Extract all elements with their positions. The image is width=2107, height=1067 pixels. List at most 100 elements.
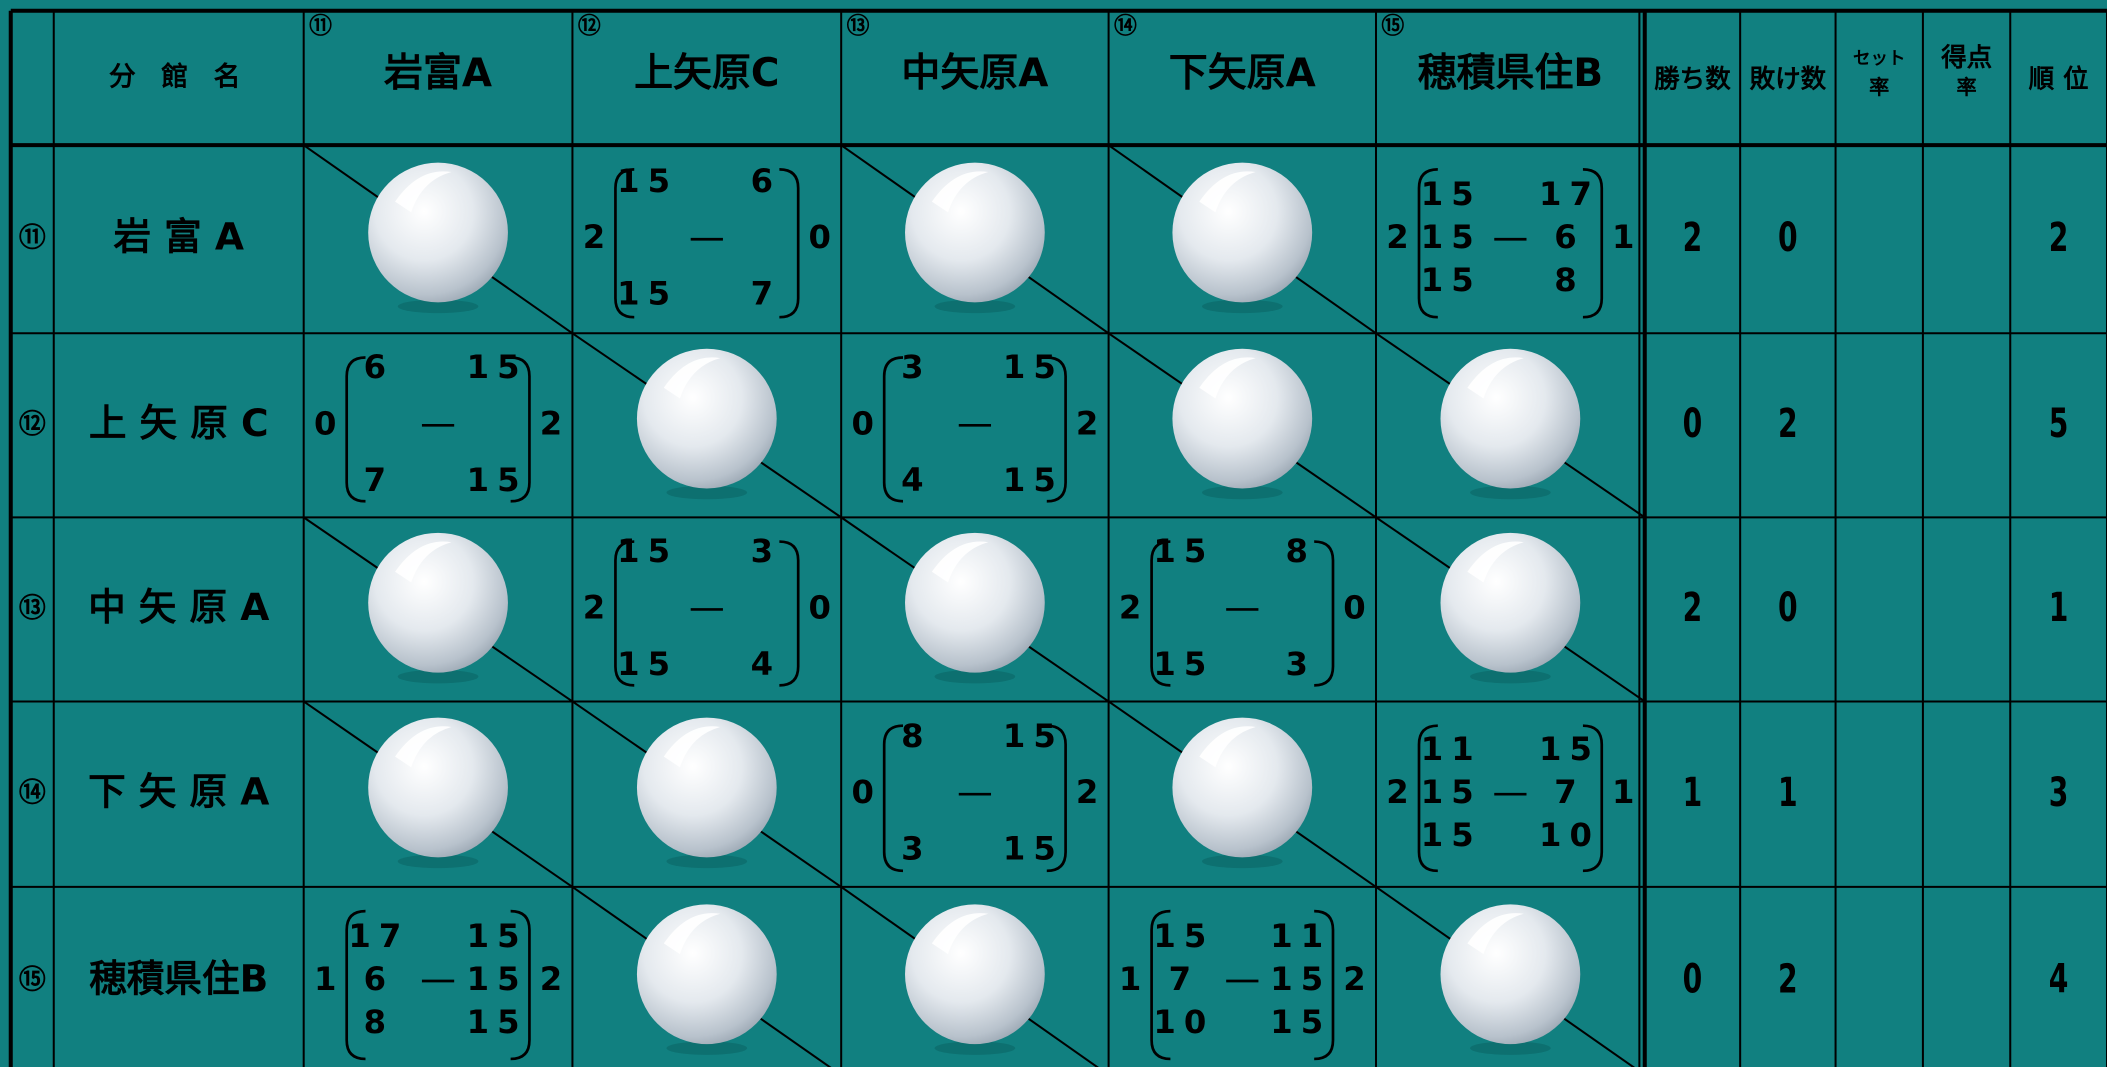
- ball: [1172, 348, 1313, 489]
- score-right: 15: [1270, 1003, 1331, 1041]
- stat-header: 率: [1869, 75, 1889, 99]
- ball-shadow: [1201, 854, 1283, 869]
- ball: [1440, 532, 1581, 673]
- bracket: [510, 909, 531, 1061]
- stat-header: 率: [1957, 75, 1977, 99]
- score-right: 7: [1554, 773, 1585, 811]
- sets-left: 2: [1386, 218, 1408, 256]
- ball-shadow: [1201, 485, 1283, 500]
- row-name: 中 矢 原 A: [88, 585, 269, 629]
- score-right: 10: [1539, 816, 1600, 854]
- stat-value: 0: [1683, 957, 1703, 1003]
- bracket: [779, 168, 800, 319]
- ball-shadow: [397, 299, 479, 314]
- ball-highlight: [1199, 726, 1256, 768]
- team-number: ⑬: [847, 12, 870, 39]
- score-right: 15: [467, 917, 528, 955]
- score-right: 6: [751, 162, 782, 200]
- stat-header: 得点: [1940, 43, 1992, 73]
- ball: [636, 348, 777, 489]
- bracket: [1582, 168, 1604, 319]
- ball-shadow: [1470, 1041, 1551, 1055]
- ball-highlight: [1467, 541, 1524, 583]
- stat-header: 勝ち数: [1654, 65, 1731, 95]
- score-right: 15: [1539, 730, 1600, 768]
- score-left: 15: [617, 162, 678, 200]
- ball: [1440, 348, 1581, 489]
- bracket: [510, 356, 531, 503]
- score-right: 15: [1003, 348, 1064, 386]
- bracket: [1582, 724, 1604, 873]
- ball: [1440, 904, 1581, 1045]
- score-right: 11: [1270, 917, 1331, 955]
- bracket: [1046, 356, 1067, 503]
- sets-left: 0: [851, 773, 873, 811]
- score-left: 15: [617, 275, 678, 313]
- ball-shadow: [1470, 669, 1551, 684]
- sets-right: 0: [808, 588, 830, 626]
- ball-highlight: [1199, 171, 1256, 213]
- ball-highlight: [395, 541, 452, 583]
- score-right: 15: [467, 348, 528, 386]
- ball-highlight: [931, 541, 989, 583]
- score-left: 8: [364, 1003, 395, 1041]
- ball: [1172, 717, 1313, 858]
- ball-highlight: [931, 913, 989, 955]
- score-right: 7: [751, 275, 782, 313]
- team-name: 中矢原A: [901, 51, 1048, 96]
- stat-value: 2: [2049, 215, 2069, 261]
- stat-value: 1: [2049, 585, 2069, 631]
- row-name: 岩 富 A: [113, 215, 244, 259]
- score-left: 15: [1421, 175, 1482, 213]
- ball-shadow: [666, 485, 748, 500]
- row-name: 穂積県住B: [89, 956, 268, 1000]
- score-left: 10: [1153, 1003, 1214, 1041]
- sets-right: 2: [540, 404, 562, 442]
- sets-right: 0: [808, 218, 830, 256]
- bracket: [1150, 909, 1171, 1061]
- stat-value: 1: [1778, 770, 1798, 816]
- bracket: [1417, 724, 1438, 873]
- bracket: [779, 540, 800, 687]
- ball-shadow: [1470, 485, 1551, 500]
- stat-header: セット: [1853, 49, 1905, 69]
- ball: [368, 717, 508, 858]
- ball-highlight: [931, 171, 989, 213]
- stat-value: 5: [2049, 401, 2069, 447]
- score-right: 3: [1285, 645, 1316, 683]
- team-name: 穂積県住B: [1418, 51, 1604, 96]
- ball-shadow: [1201, 299, 1283, 314]
- score-right: 6: [1554, 218, 1585, 256]
- score-left: 15: [617, 532, 678, 570]
- bracket: [882, 724, 904, 873]
- stat-value: 2: [1778, 957, 1798, 1003]
- team-number: ⑪: [309, 12, 332, 39]
- ball: [636, 717, 777, 858]
- score-left: 15: [1421, 261, 1482, 299]
- score-right: 15: [467, 1003, 528, 1041]
- sets-left: 1: [1119, 960, 1141, 998]
- score-right: 15: [1270, 960, 1331, 998]
- sets-right: 0: [1343, 588, 1365, 626]
- team-number: ⑭: [1114, 12, 1137, 39]
- sets-right: 1: [1612, 218, 1634, 256]
- stat-value: 4: [2049, 957, 2069, 1003]
- ball-highlight: [1199, 357, 1256, 399]
- team-number: ⑫: [578, 12, 601, 39]
- score-right: 15: [1003, 830, 1064, 868]
- sets-left: 0: [314, 404, 336, 442]
- score-left: 3: [901, 830, 932, 868]
- ball-highlight: [1467, 357, 1524, 399]
- score-left: 15: [1153, 532, 1214, 570]
- score-left: 6: [364, 348, 395, 386]
- team-name: 岩富A: [384, 51, 492, 96]
- score-left: 8: [901, 717, 932, 755]
- bracket: [1046, 724, 1067, 873]
- team-number: ⑮: [1381, 12, 1404, 39]
- sets-right: 2: [1076, 773, 1098, 811]
- score-left: 7: [364, 461, 395, 499]
- stat-value: 0: [1778, 585, 1798, 631]
- name-header: 分 館 名: [109, 60, 249, 92]
